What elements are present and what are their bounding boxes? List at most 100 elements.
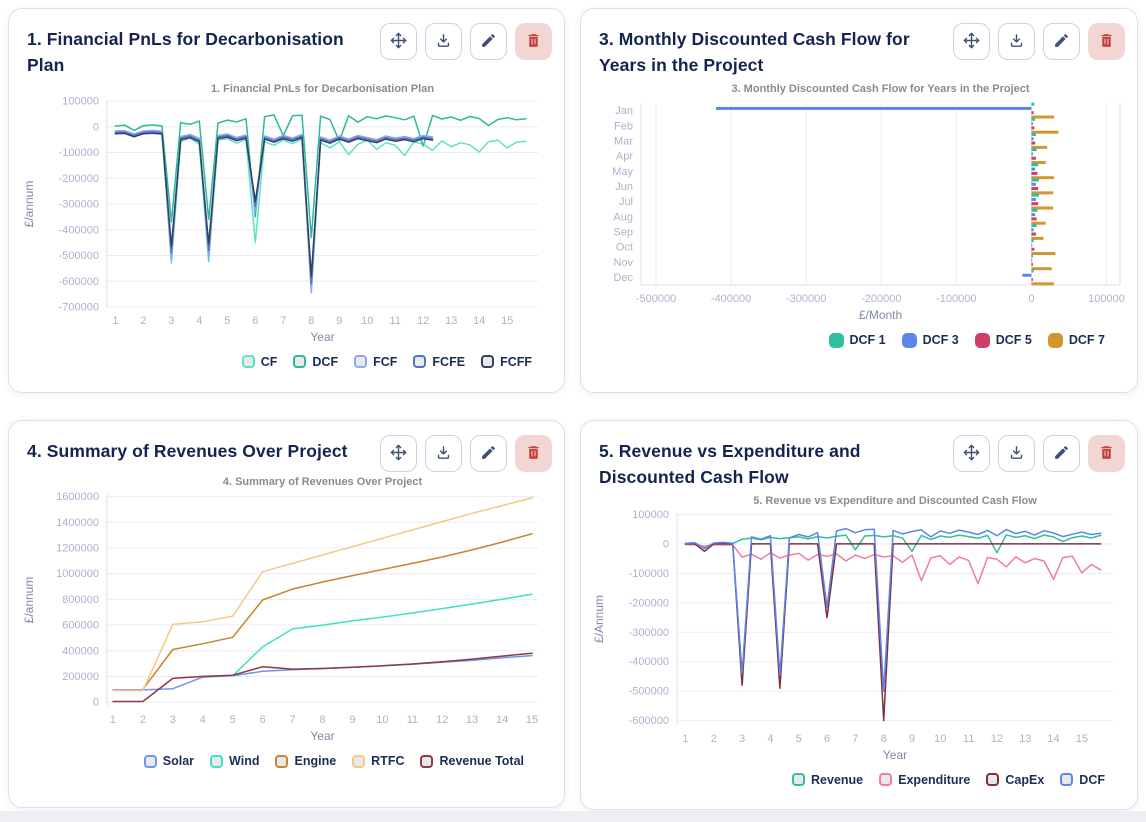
legend-item-revenue[interactable]: Revenue [792, 773, 863, 787]
category-label: Feb [614, 120, 633, 132]
x-tick-label: 7 [290, 714, 296, 726]
legend-marker [879, 773, 892, 786]
download-icon [435, 32, 452, 52]
move-chart-button[interactable] [380, 435, 417, 472]
legend-item-revenue-total[interactable]: Revenue Total [420, 754, 524, 768]
panel-title: 3. Monthly Discounted Cash Flow for Year… [599, 23, 943, 79]
y-tick-label: -700000 [59, 301, 99, 313]
move-icon [390, 32, 407, 52]
legend-label: Engine [294, 754, 336, 768]
edit-chart-button[interactable] [470, 23, 507, 60]
x-tick-label: 15 [501, 315, 513, 327]
y-tick-label: 200000 [62, 671, 99, 683]
panel-header: 4. Summary of Revenues Over Project [9, 421, 564, 474]
legend-marker [420, 755, 433, 768]
download-chart-button[interactable] [425, 23, 462, 60]
x-tick-label: -100000 [936, 293, 976, 305]
delete-chart-button[interactable] [515, 435, 552, 472]
y-axis-label: £/annum [22, 577, 36, 624]
legend-label: Expenditure [898, 773, 970, 787]
x-tick-label: -200000 [861, 293, 901, 305]
legend-item-dcf-1[interactable]: DCF 1 [829, 333, 886, 348]
legend-marker [293, 355, 306, 368]
x-tick-label: 13 [445, 315, 457, 327]
bar-dcf-5 [1031, 126, 1034, 129]
legend-label: DCF [1079, 773, 1105, 787]
chart-canvas: 4. Summary of Revenues Over Project02000… [19, 474, 554, 752]
x-tick-label: 2 [711, 733, 717, 745]
y-tick-label: 1400000 [56, 517, 99, 529]
x-tick-label: 15 [526, 714, 538, 726]
legend-item-solar[interactable]: Solar [144, 754, 194, 768]
pencil-icon [480, 444, 497, 464]
legend-item-expenditure[interactable]: Expenditure [879, 773, 970, 787]
chart-legend: Solar Wind Engine RTFC Revenue Total [9, 754, 564, 768]
delete-chart-button[interactable] [1088, 23, 1125, 60]
legend-item-rtfc[interactable]: RTFC [352, 754, 404, 768]
legend-item-dcf-5[interactable]: DCF 5 [975, 333, 1032, 348]
bar-dcf-1 [1031, 163, 1038, 166]
y-tick-label: 1000000 [56, 568, 99, 580]
page-background-strip [0, 811, 1146, 822]
legend-item-dcf[interactable]: DCF [293, 355, 338, 369]
x-tick-label: 1 [682, 733, 688, 745]
panel-header: 5. Revenue vs Expenditure and Discounted… [581, 421, 1137, 493]
legend-label: FCF [373, 355, 397, 369]
x-tick-label: 6 [260, 714, 266, 726]
legend-marker [902, 333, 917, 348]
move-chart-button[interactable] [953, 435, 990, 472]
legend-marker [413, 355, 426, 368]
x-tick-label: 3 [168, 315, 174, 327]
legend-item-fcff[interactable]: FCFF [481, 355, 532, 369]
legend-label: Revenue Total [439, 754, 524, 768]
delete-chart-button[interactable] [1088, 435, 1125, 472]
legend-item-dcf-3[interactable]: DCF 3 [902, 333, 959, 348]
move-chart-button[interactable] [380, 23, 417, 60]
x-tick-label: 1 [110, 714, 116, 726]
x-tick-label: 7 [280, 315, 286, 327]
category-label: Dec [613, 271, 633, 283]
bar-dcf-5 [1031, 187, 1038, 190]
y-tick-label: -200000 [629, 597, 669, 609]
bar-dcf-5 [1031, 202, 1038, 205]
legend-marker [275, 755, 288, 768]
y-tick-label: -300000 [59, 198, 99, 210]
legend-label: DCF 7 [1069, 333, 1105, 347]
delete-chart-button[interactable] [515, 23, 552, 60]
x-tick-label: 4 [196, 315, 202, 327]
series-line-fcff [115, 133, 432, 276]
bar-dcf-5 [1031, 171, 1037, 174]
trash-icon [525, 444, 542, 464]
download-chart-button[interactable] [998, 435, 1035, 472]
y-tick-label: 1600000 [56, 491, 99, 503]
panel-header: 1. Financial PnLs for Decarbonisation Pl… [9, 9, 564, 81]
download-chart-button[interactable] [998, 23, 1035, 60]
legend-item-wind[interactable]: Wind [210, 754, 259, 768]
chart-canvas: 5. Revenue vs Expenditure and Discounted… [589, 493, 1129, 771]
edit-chart-button[interactable] [1043, 435, 1080, 472]
x-tick-label: 12 [436, 714, 448, 726]
y-axis-label: £/Annum [592, 594, 606, 642]
panel-toolbar [953, 435, 1125, 472]
chart-canvas: 3. Monthly Discounted Cash Flow for Year… [587, 81, 1132, 331]
bar-dcf-1 [1031, 254, 1033, 257]
bar-dcf-3 [1031, 137, 1033, 140]
edit-chart-button[interactable] [470, 435, 507, 472]
legend-item-dcf-7[interactable]: DCF 7 [1048, 333, 1105, 348]
x-tick-label: 15 [1076, 733, 1088, 745]
x-tick-label: 3 [739, 733, 745, 745]
move-chart-button[interactable] [953, 23, 990, 60]
x-tick-label: 13 [466, 714, 478, 726]
trash-icon [1098, 32, 1115, 52]
edit-chart-button[interactable] [1043, 23, 1080, 60]
legend-item-fcfe[interactable]: FCFE [413, 355, 465, 369]
legend-item-fcf[interactable]: FCF [354, 355, 397, 369]
category-label: Jul [618, 196, 632, 208]
legend-item-capex[interactable]: CapEx [986, 773, 1044, 787]
legend-item-engine[interactable]: Engine [275, 754, 336, 768]
legend-item-dcf[interactable]: DCF [1060, 773, 1105, 787]
legend-item-cf[interactable]: CF [242, 355, 278, 369]
legend-label: Revenue [811, 773, 863, 787]
y-tick-label: 0 [93, 697, 99, 709]
download-chart-button[interactable] [425, 435, 462, 472]
